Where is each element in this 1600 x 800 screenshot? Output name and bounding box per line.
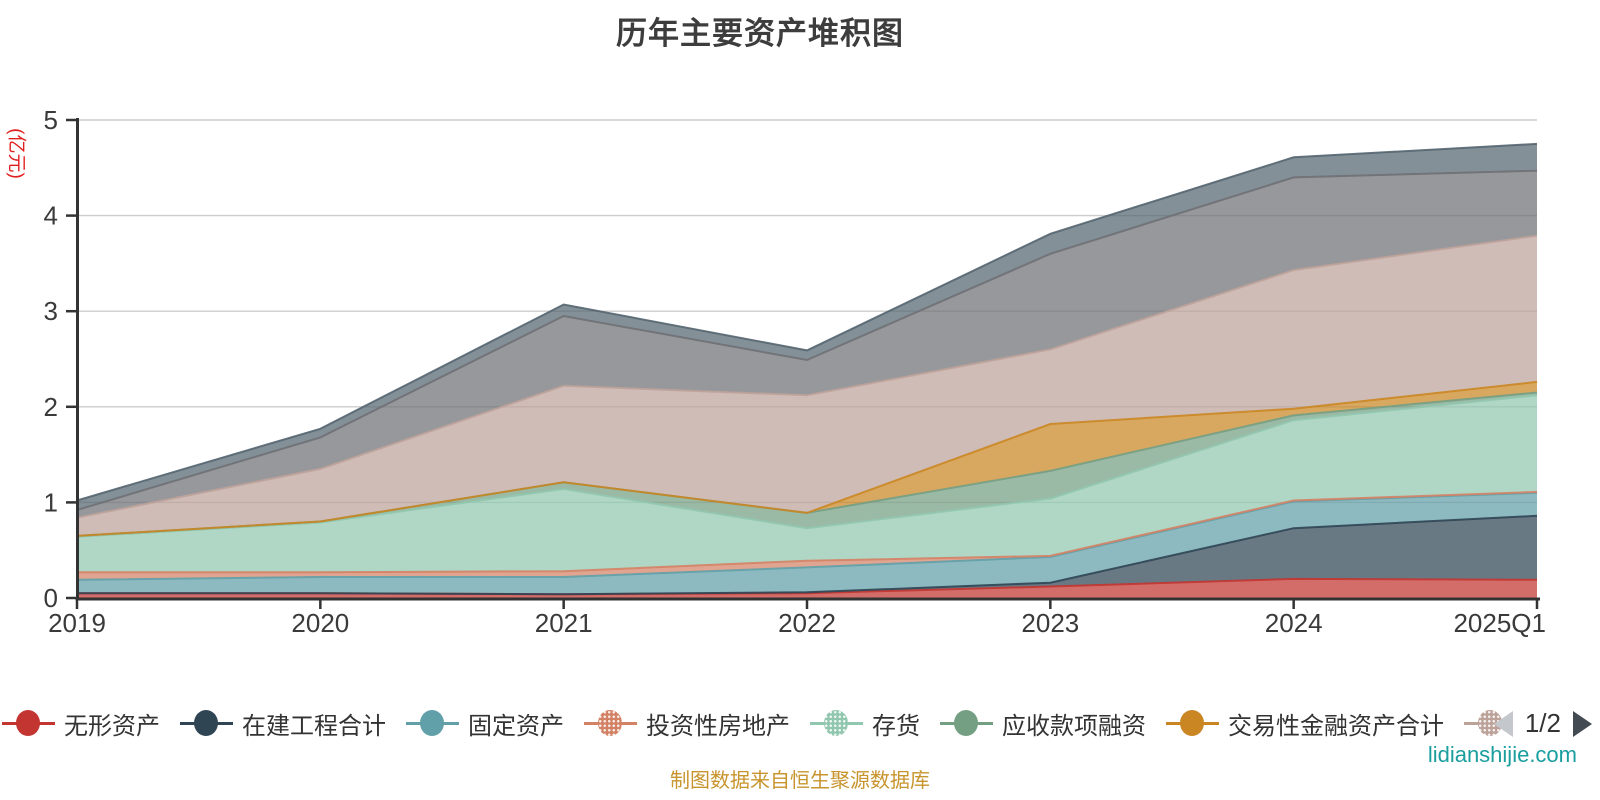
series-line-2 [77,514,1538,596]
area-series-4 [77,491,1537,580]
x-axis-tick-label: 2023 [1021,608,1079,638]
y-axis-tick-label: 4 [44,201,58,231]
legend-item-label: 投资性房地产 [646,712,790,740]
x-axis-tick-label: 2025Q1 [1453,608,1546,638]
legend-item-7[interactable]: 交易性金融资产合计 [1166,706,1444,741]
series-line-10 [76,142,1538,502]
legend-item-2[interactable]: 在建工程合计 [180,706,386,741]
legend-marker-icon [406,708,459,738]
legend-item-3[interactable]: 固定资产 [406,706,564,741]
y-axis-tick-label: 0 [44,583,58,613]
area-series-7 [77,381,1537,536]
x-axis-tick-label: 2020 [291,608,349,638]
series-line-9 [76,169,1538,511]
y-axis-tick-label: 3 [44,296,58,326]
y-axis-tick-label: 1 [44,487,58,517]
legend-item-label: 在建工程合计 [242,712,386,740]
area-series-9 [77,170,1537,518]
legend-next-page-icon[interactable] [1573,710,1592,737]
legend-item-6[interactable]: 应收款项融资 [940,706,1146,741]
site-watermark: lidianshijie.com [1427,742,1577,767]
x-axis-tick-label: 2024 [1265,608,1323,638]
area-series-3 [77,492,1537,595]
data-source-note: 制图数据来自恒生聚源数据库 [670,770,930,792]
legend-prev-page-icon[interactable] [1493,710,1513,737]
legend-marker-icon [584,708,637,738]
legend-item-label: 交易性金融资产合计 [1228,712,1444,740]
legend-marker-icon [810,708,863,738]
legend-pager: 1/2 [1493,708,1592,739]
y-axis-tick-label: 2 [44,392,58,422]
legend-item-label: 应收款项融资 [1002,712,1146,740]
chart-title: 历年主要资产堆积图 [616,16,904,51]
x-axis-tick-label: 2021 [535,608,593,638]
legend-item-label: 无形资产 [64,712,160,740]
y-axis-tick-label: 5 [44,105,58,135]
legend: 无形资产 在建工程合计 固定资产 投资性房地产 存货 应收款项融资 交易性金融资产合计 [2,706,1504,740]
legend-marker-icon [940,708,993,738]
legend-item-label: 存货 [872,712,920,740]
legend-marker-icon [1166,708,1219,738]
series-line-8 [76,234,1538,519]
legend-marker-icon [180,708,233,738]
legend-item-1[interactable]: 无形资产 [2,706,160,741]
legend-item-5[interactable]: 存货 [810,706,920,741]
legend-item-4[interactable]: 投资性房地产 [584,706,790,741]
legend-item-label: 固定资产 [468,712,564,740]
legend-page-label: 1/2 [1524,708,1561,738]
series-line-4 [77,490,1538,574]
series-line-7 [76,380,1538,537]
area-series-2 [77,515,1537,595]
legend-marker-icon [2,708,55,738]
x-axis-tick-label: 2019 [48,608,106,638]
x-axis-tick-label: 2022 [778,608,836,638]
